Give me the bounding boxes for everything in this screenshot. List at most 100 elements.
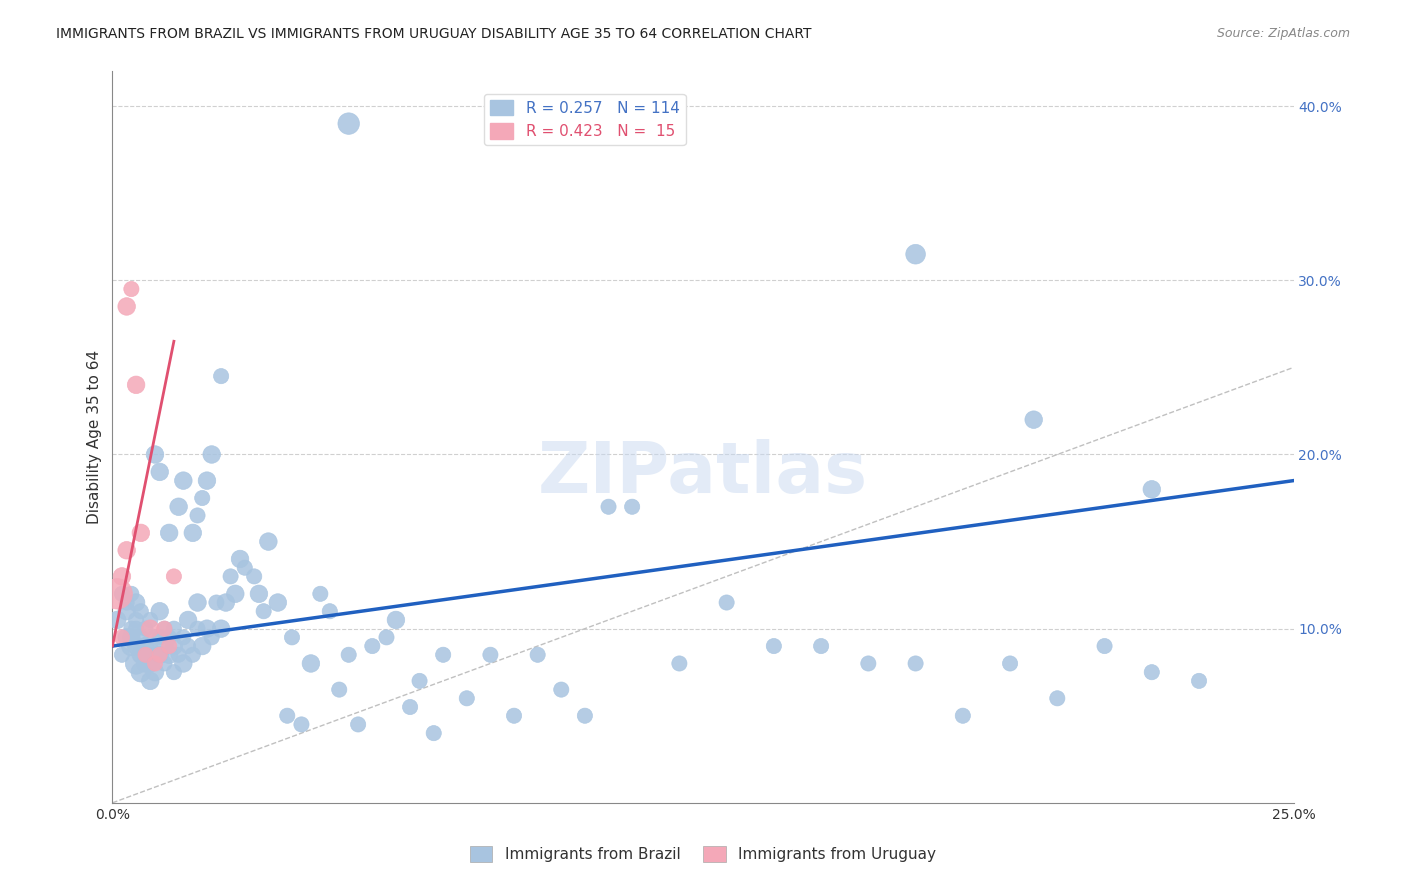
Point: [163, 639, 186, 653]
Point: [309, 587, 332, 601]
Point: [120, 622, 142, 636]
Point: [143, 665, 166, 680]
Point: [1140, 665, 1163, 680]
Point: [229, 552, 252, 566]
Point: [157, 648, 180, 662]
Point: [716, 595, 738, 609]
Point: [163, 665, 186, 680]
Point: [157, 639, 180, 653]
Point: [125, 657, 148, 671]
Point: [233, 560, 256, 574]
Point: [139, 639, 162, 653]
Point: [337, 648, 360, 662]
Point: [191, 639, 214, 653]
Point: [550, 682, 572, 697]
Point: [129, 665, 152, 680]
Point: [143, 448, 166, 462]
Point: [120, 282, 142, 296]
Legend: Immigrants from Brazil, Immigrants from Uruguay: Immigrants from Brazil, Immigrants from …: [464, 840, 942, 868]
Point: [135, 639, 157, 653]
Point: [163, 569, 186, 583]
Point: [858, 657, 880, 671]
Point: [177, 639, 200, 653]
Point: [157, 525, 180, 540]
Point: [904, 247, 927, 261]
Point: [1094, 639, 1116, 653]
Point: [574, 708, 596, 723]
Point: [167, 648, 190, 662]
Point: [337, 117, 360, 131]
Point: [408, 673, 430, 688]
Point: [115, 595, 138, 609]
Point: [129, 648, 152, 662]
Point: [129, 631, 152, 645]
Point: [904, 657, 927, 671]
Point: [149, 604, 172, 618]
Point: [186, 595, 208, 609]
Point: [621, 500, 644, 514]
Point: [456, 691, 478, 706]
Point: [139, 622, 162, 636]
Point: [201, 631, 224, 645]
Point: [205, 595, 228, 609]
Point: [157, 631, 180, 645]
Point: [290, 717, 312, 731]
Point: [422, 726, 444, 740]
Point: [375, 631, 398, 645]
Point: [243, 569, 266, 583]
Point: [125, 613, 148, 627]
Point: [1022, 412, 1045, 426]
Point: [952, 708, 974, 723]
Point: [120, 631, 142, 645]
Point: [129, 604, 152, 618]
Point: [149, 465, 172, 479]
Point: [149, 648, 172, 662]
Point: [139, 657, 162, 671]
Point: [172, 657, 194, 671]
Point: [432, 648, 454, 662]
Point: [598, 500, 620, 514]
Point: [385, 613, 408, 627]
Point: [149, 648, 172, 662]
Point: [120, 587, 142, 601]
Point: [257, 534, 280, 549]
Point: [191, 491, 214, 505]
Point: [399, 700, 422, 714]
Text: IMMIGRANTS FROM BRAZIL VS IMMIGRANTS FROM URUGUAY DISABILITY AGE 35 TO 64 CORREL: IMMIGRANTS FROM BRAZIL VS IMMIGRANTS FRO…: [56, 27, 811, 41]
Point: [111, 587, 134, 601]
Point: [998, 657, 1021, 671]
Point: [503, 708, 526, 723]
Point: [115, 604, 138, 618]
Point: [153, 657, 176, 671]
Point: [125, 639, 148, 653]
Point: [195, 474, 218, 488]
Point: [347, 717, 370, 731]
Y-axis label: Disability Age 35 to 64: Disability Age 35 to 64: [87, 350, 103, 524]
Text: Source: ZipAtlas.com: Source: ZipAtlas.com: [1216, 27, 1350, 40]
Point: [762, 639, 785, 653]
Point: [195, 622, 218, 636]
Point: [177, 613, 200, 627]
Point: [125, 377, 148, 392]
Point: [299, 657, 322, 671]
Point: [153, 639, 176, 653]
Point: [111, 569, 134, 583]
Point: [810, 639, 832, 653]
Point: [668, 657, 690, 671]
Point: [149, 631, 172, 645]
Point: [135, 657, 157, 671]
Point: [153, 622, 176, 636]
Point: [172, 631, 194, 645]
Point: [276, 708, 298, 723]
Point: [186, 508, 208, 523]
Point: [115, 631, 138, 645]
Point: [1046, 691, 1069, 706]
Point: [163, 622, 186, 636]
Point: [319, 604, 342, 618]
Point: [267, 595, 290, 609]
Point: [111, 648, 134, 662]
Point: [125, 622, 148, 636]
Point: [143, 631, 166, 645]
Point: [153, 622, 176, 636]
Point: [125, 595, 148, 609]
